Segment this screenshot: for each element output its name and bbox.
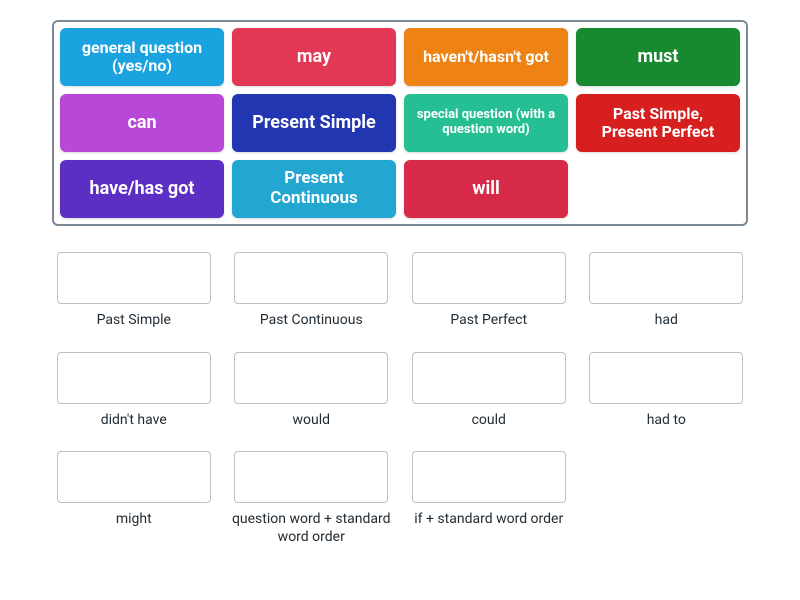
target-cell: might xyxy=(52,451,216,546)
target-cell: didn't have xyxy=(52,352,216,430)
drop-slot[interactable] xyxy=(412,352,566,404)
drop-slot[interactable] xyxy=(234,352,388,404)
source-tile-label: Past Simple, Present Perfect xyxy=(584,105,732,142)
source-tile[interactable]: must xyxy=(576,28,740,86)
source-tiles-panel: general question (yes/no) may haven't/hasn… xyxy=(52,20,748,226)
source-tile[interactable]: have/has got xyxy=(60,160,224,218)
source-tile-label: must xyxy=(584,47,732,68)
source-tile[interactable]: Present Continuous xyxy=(232,160,396,218)
drop-slot[interactable] xyxy=(589,352,743,404)
target-label: could xyxy=(409,412,569,430)
target-cell: could xyxy=(407,352,571,430)
source-tile[interactable]: Present Simple xyxy=(232,94,396,152)
target-cell: Past Continuous xyxy=(230,252,394,330)
target-label: would xyxy=(231,412,391,430)
target-label: might xyxy=(54,511,214,529)
source-tile[interactable]: haven't/hasn't got xyxy=(404,28,568,86)
activity-stage: general question (yes/no) may haven't/hasn… xyxy=(0,0,800,546)
drop-slot[interactable] xyxy=(589,252,743,304)
source-tile[interactable]: Past Simple, Present Perfect xyxy=(576,94,740,152)
target-cell: question word + standard word order xyxy=(230,451,394,546)
target-cell: Past Perfect xyxy=(407,252,571,330)
source-tile[interactable]: will xyxy=(404,160,568,218)
source-tile[interactable]: special question (with a question word) xyxy=(404,94,568,152)
source-tile[interactable]: can xyxy=(60,94,224,152)
target-label: had xyxy=(586,312,746,330)
target-label: question word + standard word order xyxy=(231,511,391,546)
source-tile-label: have/has got xyxy=(68,179,216,200)
drop-slot[interactable] xyxy=(234,252,388,304)
target-slots-grid: Past Simple Past Continuous Past Perfect ha… xyxy=(52,252,748,546)
drop-slot[interactable] xyxy=(57,451,211,503)
drop-slot[interactable] xyxy=(57,352,211,404)
source-tile[interactable]: general question (yes/no) xyxy=(60,28,224,86)
source-tile-label: Present Simple xyxy=(240,113,388,134)
target-cell: Past Simple xyxy=(52,252,216,330)
target-label: Past Continuous xyxy=(231,312,391,330)
target-label: if + standard word order xyxy=(409,511,569,529)
source-tile-label: will xyxy=(412,179,560,200)
target-cell: had xyxy=(585,252,749,330)
target-cell: would xyxy=(230,352,394,430)
drop-slot[interactable] xyxy=(234,451,388,503)
source-tile-label: haven't/hasn't got xyxy=(412,48,560,66)
source-tile-label: can xyxy=(68,113,216,134)
target-label: Past Simple xyxy=(54,312,214,330)
source-tile[interactable]: may xyxy=(232,28,396,86)
source-tile-label: Present Continuous xyxy=(240,169,388,208)
drop-slot[interactable] xyxy=(412,252,566,304)
source-tile-label: may xyxy=(240,47,388,68)
target-cell: had to xyxy=(585,352,749,430)
target-label: didn't have xyxy=(54,412,214,430)
target-label: had to xyxy=(586,412,746,430)
drop-slot[interactable] xyxy=(412,451,566,503)
drop-slot[interactable] xyxy=(57,252,211,304)
source-tile-label: special question (with a question word) xyxy=(412,108,560,138)
target-label: Past Perfect xyxy=(409,312,569,330)
source-tile-label: general question (yes/no) xyxy=(68,39,216,76)
target-cell: if + standard word order xyxy=(407,451,571,546)
